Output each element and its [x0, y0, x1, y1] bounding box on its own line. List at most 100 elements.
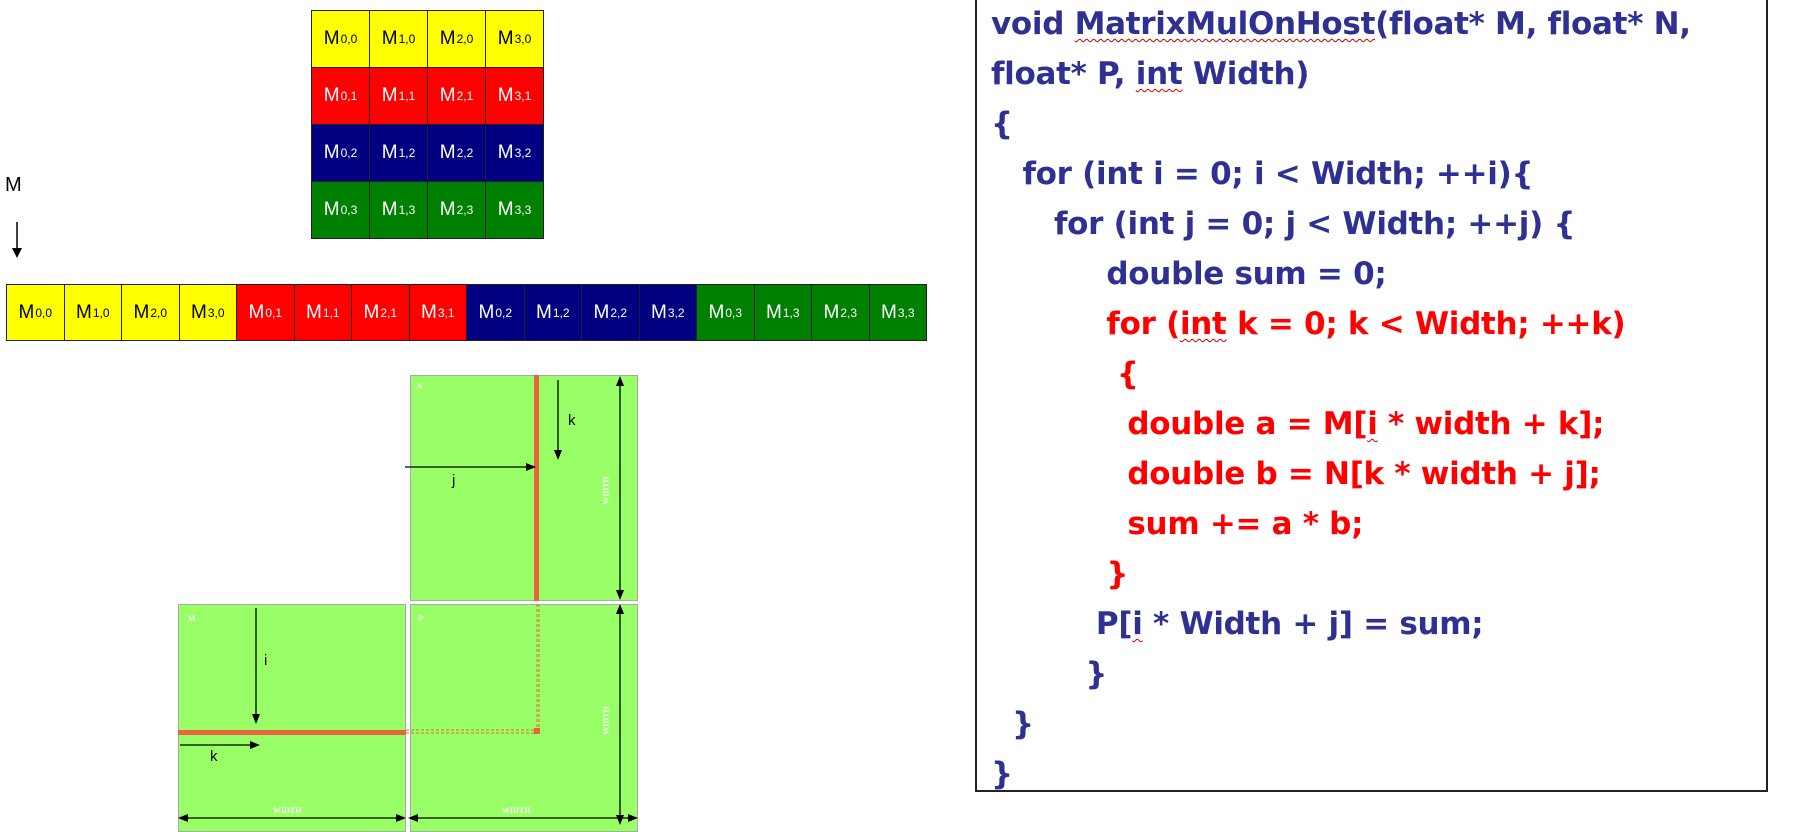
cell-index: 0,2: [340, 146, 358, 160]
code-line: void MatrixMulOnHost(float* M, float* N,: [991, 6, 1691, 42]
matrix-cell: M 0,3: [696, 284, 755, 341]
matrix-cell: M 3,3: [485, 181, 544, 239]
cell-index: 2,0: [456, 32, 474, 46]
cell-index: 0,1: [340, 89, 358, 103]
matrix-cell: M 0,0: [6, 284, 65, 341]
cell-index: 2,0: [150, 305, 167, 320]
cell-index: 1,0: [92, 305, 110, 320]
code-line: }: [991, 706, 1034, 742]
cell-index: 0,0: [340, 32, 358, 46]
code-token: (float* M, float* N,: [1375, 6, 1691, 42]
matrix-cell: M 1,1: [293, 284, 352, 341]
n-column-stripe: [534, 375, 539, 601]
cell-index: 3,2: [514, 146, 532, 160]
code-line: for (int j = 0; j < Width; ++j) {: [991, 206, 1576, 242]
cell-index: 2,2: [610, 305, 627, 320]
cell-index: 1,0: [398, 32, 416, 46]
matrix-n-panel: [410, 375, 638, 601]
code-token: MatrixMulOnHost: [1074, 6, 1376, 42]
cell-index: 0,3: [340, 203, 358, 217]
code-token: }: [991, 756, 1013, 792]
code-token: Width): [1182, 56, 1310, 92]
code-token: }: [991, 656, 1108, 692]
matrix-cell: M 2,3: [811, 284, 870, 341]
width-label-p-bottom: WIDTH: [502, 806, 531, 815]
label-k-top: k: [568, 412, 576, 429]
cell-index: 0,3: [725, 305, 742, 320]
cell-index: 1,1: [398, 89, 416, 103]
code-token: double b = N[k * width + j];: [991, 456, 1601, 492]
matrix-cell: M 0,1: [236, 284, 295, 341]
matrix-cell: M 1,2: [523, 284, 582, 341]
down-arrow-icon: [12, 222, 22, 258]
cell-index: 3,0: [207, 305, 225, 320]
matrix-cell: M 2,2: [427, 124, 486, 182]
matrix-cell: M 3,2: [485, 124, 544, 182]
code-token: i: [1367, 406, 1378, 442]
cell-index: 0,2: [495, 305, 512, 320]
cell-index: 0,1: [265, 305, 282, 320]
width-label-p: WIDTH: [601, 706, 611, 735]
cell-index: 2,1: [456, 89, 474, 103]
code-token: for (int j = 0; j < Width; ++j) {: [991, 206, 1576, 242]
matrix-p-panel: [410, 604, 638, 832]
matrix-cell: M 2,0: [427, 10, 486, 68]
matrix-cell: M 1,0: [63, 284, 122, 341]
code-line: double a = M[i * width + k];: [991, 406, 1604, 442]
cell-index: 2,2: [456, 146, 474, 160]
label-j: j: [452, 472, 456, 489]
cell-index: 1,3: [398, 203, 416, 217]
width-label-m: WIDTH: [273, 806, 302, 815]
code-token: float* P,: [991, 56, 1136, 92]
matrix-cell: M 3,0: [485, 10, 544, 68]
cell-index: 1,3: [782, 305, 800, 320]
code-token: * width + k];: [1377, 406, 1605, 442]
cell-index: 3,0: [514, 32, 532, 46]
matrix-cell: M 3,1: [485, 67, 544, 125]
code-token: k = 0; k < Width; ++k): [1226, 306, 1626, 342]
panel-m-label: M: [188, 614, 196, 623]
cell-index: 0,0: [35, 305, 52, 320]
m-row-stripe: [178, 730, 406, 735]
matrix-cell: M 0,0: [311, 10, 370, 68]
code-token: {: [991, 106, 1013, 142]
code-line: float* P, int Width): [991, 56, 1309, 92]
matrix-cell: M 0,2: [466, 284, 525, 341]
code-token: int: [1179, 306, 1227, 342]
cell-index: 2,3: [840, 305, 857, 320]
code-token: i: [1132, 606, 1143, 642]
matrix-cell: M 3,1: [408, 284, 467, 341]
code-line: sum += a * b;: [991, 506, 1363, 542]
cell-index: 3,2: [667, 305, 685, 320]
code-token: for (int i = 0; i < Width; ++i){: [991, 156, 1534, 192]
code-token: * Width + j] = sum;: [1142, 606, 1484, 642]
matrix-cell: M 2,2: [581, 284, 640, 341]
matrix-cell: M 1,3: [753, 284, 812, 341]
cell-index: 1,2: [552, 305, 570, 320]
code-line: P[i * Width + j] = sum;: [991, 606, 1484, 642]
code-line: }: [991, 556, 1128, 592]
code-token: double a = M[: [991, 406, 1368, 442]
cell-index: 3,1: [437, 305, 455, 320]
code-line: double b = N[k * width + j];: [991, 456, 1601, 492]
code-token: P[: [991, 606, 1133, 642]
code-line: {: [991, 356, 1139, 392]
code-token: }: [991, 706, 1034, 742]
code-line: {: [991, 106, 1013, 142]
cell-index: 3,3: [514, 203, 532, 217]
matrix-cell: M 0,1: [311, 67, 370, 125]
cell-index: 3,1: [514, 89, 532, 103]
code-token: }: [991, 556, 1129, 592]
code-token: void: [991, 6, 1075, 42]
matrix-cell: M 3,3: [868, 284, 927, 341]
code-line: for (int k = 0; k < Width; ++k): [991, 306, 1625, 342]
matrix-cell: M 1,1: [369, 67, 428, 125]
panel-n-label: N: [417, 382, 423, 391]
code-line: }: [991, 756, 1013, 792]
code-panel: void MatrixMulOnHost(float* M, float* N,…: [975, 0, 1768, 792]
cell-index: 2,3: [456, 203, 474, 217]
panel-p-label: P: [418, 614, 423, 623]
code-token: {: [991, 356, 1139, 392]
code-token: double sum = 0;: [991, 256, 1387, 292]
